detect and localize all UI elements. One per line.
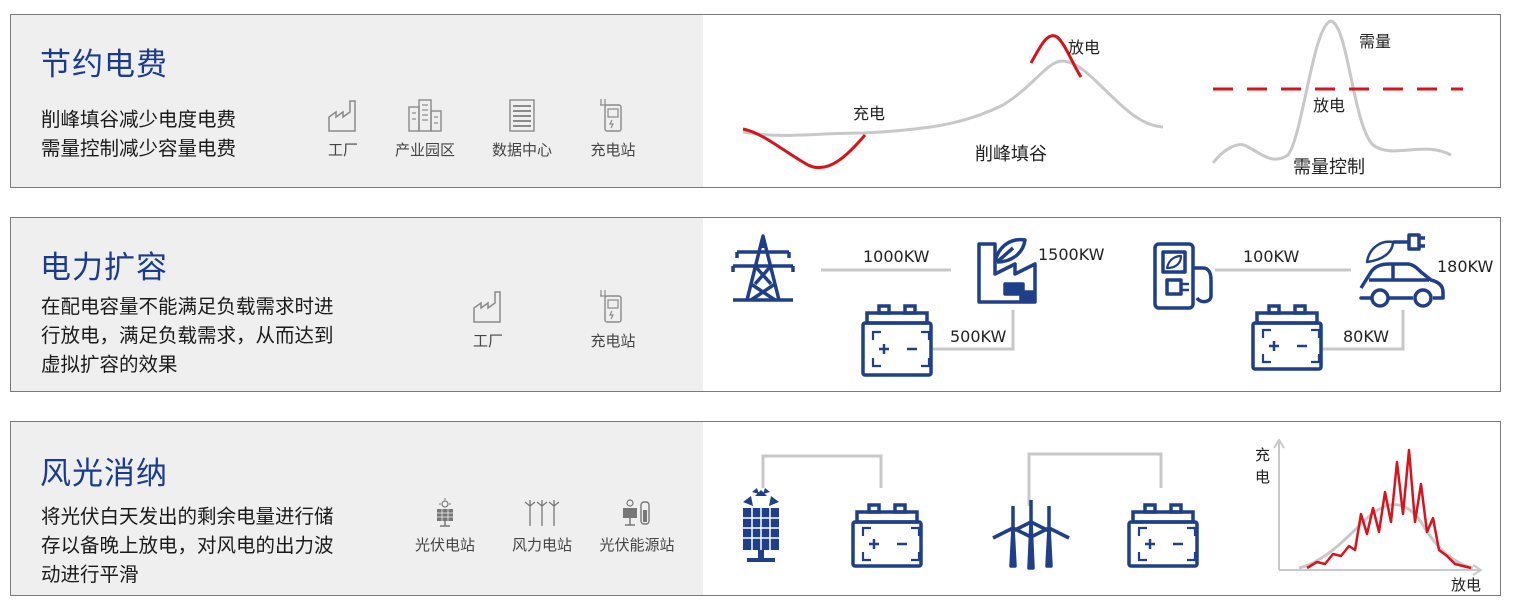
icon-label: 工厂 [327, 141, 358, 159]
power-label: 180KW [1437, 257, 1493, 276]
power-label: 80KW [1343, 327, 1389, 346]
data-center-item: 数据中心 [485, 97, 559, 160]
power-label: 500KW [950, 327, 1006, 346]
description-line: 将光伏白天发出的剩余电量进行储 [41, 505, 334, 528]
panel-left-section: 风光消纳 将光伏白天发出的剩余电量进行储 存以备晚上放电，对风电的出力波 动进行… [11, 422, 703, 595]
solar-panel-icon [743, 488, 779, 562]
panel-right-section: 1000KW 1500KW 500KW 100KW 180KW 80KW [703, 218, 1500, 391]
description-line: 需量控制减少容量电费 [41, 137, 237, 160]
description-line: 削峰填谷减少电度电费 [41, 108, 237, 131]
description-line: 动进行平滑 [41, 563, 139, 586]
panel-right-section: 充电 放电 削峰填谷 需量 放电 需量控制 [703, 15, 1500, 187]
y-axis-label: 充 [1255, 446, 1270, 464]
discharge-label: 放电 [1313, 96, 1345, 115]
discharge-label: 放电 [1068, 38, 1100, 57]
wind-farm-item: 风力电站 [505, 498, 579, 555]
industrial-park-icon [408, 99, 442, 132]
factory-icon [328, 100, 356, 132]
panel-left-section: 电力扩容 在配电容量不能满足负载需求时进 行放电，满足负载需求，从而达到 虚拟扩… [11, 218, 703, 391]
solar-station-item: 光伏电站 [409, 498, 481, 555]
load-curve [742, 59, 1164, 137]
discharge-curve [1029, 34, 1083, 78]
panel-left-section: 节约电费 削峰填谷减少电度电费 需量控制减少容量电费 工厂 [11, 15, 703, 187]
x-axis-label: 放电 [1451, 576, 1481, 594]
data-center-icon [509, 99, 535, 132]
wind-output-chart: 充 电 放电 [1255, 438, 1483, 594]
solar-energy-station-item: 光伏能源站 [589, 498, 685, 555]
power-label: 1500KW [1038, 245, 1105, 264]
charging-station-icon [600, 290, 622, 323]
description-line: 虚拟扩容的效果 [41, 353, 178, 376]
section-description: 削峰填谷减少电度电费 需量控制减少容量电费 [41, 105, 236, 163]
y-axis-label: 电 [1255, 468, 1270, 486]
description-line: 存以备晚上放电，对风电的出力波 [41, 534, 334, 557]
charge-curve [742, 127, 867, 170]
industrial-park-item: 产业园区 [388, 97, 462, 160]
energy-curves-diagram: 充电 放电 削峰填谷 需量 放电 需量控制 [742, 19, 1463, 178]
section-title: 电力扩容 [40, 250, 168, 286]
green-factory-icon [977, 237, 1037, 304]
peak-shaving-caption: 削峰填谷 [975, 144, 1047, 165]
charge-label: 充电 [853, 104, 885, 123]
section-description: 将光伏白天发出的剩余电量进行储 存以备晚上放电，对风电的出力波 动进行平滑 [41, 502, 334, 589]
section-title: 节约电费 [40, 47, 168, 83]
icon-label: 数据中心 [491, 141, 552, 159]
icon-label: 工厂 [472, 332, 503, 350]
section-title: 风光消纳 [40, 456, 168, 492]
icon-label: 光伏能源站 [599, 536, 675, 554]
power-expansion-diagram: 1000KW 1500KW 500KW 100KW 180KW 80KW [731, 233, 1493, 377]
factory-item: 工厂 [468, 288, 508, 351]
panel-power-expansion: 电力扩容 在配电容量不能满足负载需求时进 行放电，满足负载需求，从而达到 虚拟扩… [10, 217, 1501, 392]
power-label: 1000KW [863, 247, 930, 266]
description-line: 在配电容量不能满足负载需求时进 [41, 295, 334, 318]
charging-station-icon [1153, 242, 1213, 310]
factory-icon [473, 291, 501, 323]
icon-label: 光伏电站 [414, 536, 475, 554]
solar-energy-station-icon [623, 499, 650, 526]
battery-icon [1127, 503, 1199, 568]
icon-label: 产业园区 [394, 141, 455, 159]
description-line: 行放电，满足负载需求，从而达到 [41, 324, 334, 347]
panel-right-section: 充 电 放电 [703, 422, 1500, 595]
renewable-absorption-diagram: 充 电 放电 [743, 438, 1483, 594]
demand-label: 需量 [1359, 32, 1391, 51]
solar-station-icon [437, 498, 453, 527]
battery-icon [851, 503, 923, 568]
transmission-tower-icon [731, 234, 795, 302]
wind-farm-icon [524, 500, 560, 526]
section-description: 在配电容量不能满足负载需求时进 行放电，满足负载需求，从而达到 虚拟扩容的效果 [41, 292, 334, 379]
charging-station-icon [600, 99, 622, 132]
battery-icon [861, 304, 933, 377]
demand-curve [1211, 19, 1452, 164]
icon-label: 充电站 [590, 332, 636, 350]
battery-icon [1251, 304, 1323, 371]
icon-label: 风力电站 [511, 536, 572, 554]
charging-station-item: 充电站 [583, 97, 643, 160]
panel-renewable-absorption: 风光消纳 将光伏白天发出的剩余电量进行储 存以备晚上放电，对风电的出力波 动进行… [10, 421, 1501, 596]
charging-station-item: 充电站 [583, 288, 643, 351]
wind-turbines-icon [992, 500, 1070, 570]
panel-save-electricity: 节约电费 削峰填谷减少电度电费 需量控制减少容量电费 工厂 [10, 14, 1501, 188]
electric-vehicle-icon [1359, 233, 1445, 308]
factory-item: 工厂 [323, 97, 363, 160]
icon-label: 充电站 [590, 141, 636, 159]
power-label: 100KW [1243, 247, 1299, 266]
demand-control-caption: 需量控制 [1293, 157, 1365, 178]
